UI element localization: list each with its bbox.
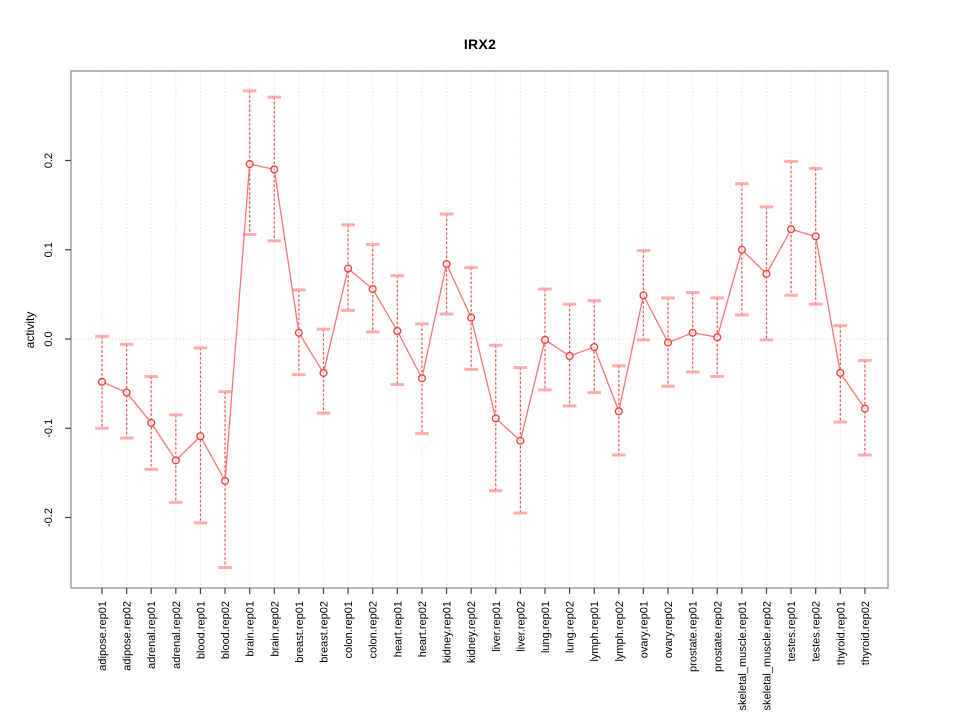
data-point — [270, 165, 279, 174]
x-tick-label: adipose.rep01 — [97, 601, 109, 671]
data-point — [368, 284, 377, 294]
x-tick-label: thyroid.rep01 — [835, 601, 847, 665]
data-point — [344, 264, 353, 273]
x-tick-label: lung.rep02 — [565, 601, 577, 653]
y-tick-label: 0.1 — [43, 242, 55, 257]
data-point — [221, 476, 230, 485]
y-tick-label: -0.2 — [43, 508, 55, 527]
x-tick-label: kidney.rep01 — [442, 601, 454, 663]
data-point — [688, 328, 697, 337]
x-tick-label: lymph.rep01 — [589, 601, 601, 662]
data-point — [294, 328, 303, 337]
data-point — [467, 313, 476, 322]
data-point — [417, 374, 426, 383]
x-tick-label: kidney.rep02 — [466, 601, 478, 663]
x-tick-label: liver.rep01 — [491, 601, 503, 652]
x-tick-label: skeletal_muscle.rep01 — [737, 601, 749, 710]
x-tick-label: breast.rep01 — [294, 601, 306, 663]
x-tick-label: lymph.rep02 — [614, 601, 626, 662]
x-tick-label: brain.rep02 — [269, 601, 281, 657]
x-tick-label: ovary.rep01 — [638, 601, 650, 658]
x-tick-label: blood.rep02 — [220, 601, 232, 659]
x-tick-label: brain.rep01 — [245, 601, 257, 657]
data-point — [590, 342, 599, 352]
data-point — [171, 456, 180, 465]
x-tick-label: heart.rep01 — [392, 601, 404, 657]
x-tick-label: ovary.rep02 — [663, 601, 675, 658]
data-point — [737, 245, 746, 254]
x-tick-label: colon.rep01 — [343, 601, 355, 659]
data-point — [762, 269, 771, 278]
x-tick-label: liver.rep02 — [515, 601, 527, 652]
plot-border — [70, 70, 889, 589]
data-point — [811, 232, 820, 241]
x-tick-label: blood.rep01 — [195, 601, 207, 659]
x-tick-label: prostate.rep02 — [712, 601, 724, 672]
series-line — [101, 163, 866, 484]
data-point — [713, 333, 722, 342]
data-point — [836, 368, 845, 377]
x-tick-label: skeletal_muscle.rep02 — [761, 601, 773, 710]
data-point — [319, 368, 328, 377]
data-point — [516, 436, 525, 445]
data-point — [147, 418, 156, 427]
data-point — [491, 414, 500, 423]
data-point — [614, 407, 623, 416]
data-point — [540, 335, 550, 344]
x-tick-label: testes.rep02 — [811, 601, 823, 662]
x-tick-label: adrenal.rep01 — [146, 601, 158, 669]
data-point — [196, 432, 205, 441]
y-tick-label: 0.0 — [43, 331, 55, 346]
data-point — [787, 225, 796, 234]
x-tick-label: lung.rep01 — [540, 601, 552, 653]
data-point — [860, 404, 869, 413]
x-tick-label: prostate.rep01 — [688, 601, 700, 672]
data-point — [245, 160, 254, 169]
x-tick-label: thyroid.rep02 — [860, 601, 872, 665]
y-tick-label: -0.1 — [43, 419, 55, 438]
data-point — [393, 326, 402, 336]
chart-title: IRX2 — [463, 36, 497, 52]
data-point — [97, 377, 107, 386]
x-tick-label: adrenal.rep02 — [171, 601, 183, 669]
data-point — [663, 338, 673, 347]
data-point — [639, 291, 648, 300]
data-point — [442, 259, 451, 269]
x-tick-label: heart.rep02 — [417, 601, 429, 657]
x-tick-label: breast.rep02 — [318, 601, 330, 663]
x-tick-label: colon.rep02 — [368, 601, 380, 659]
data-point — [565, 351, 574, 361]
x-tick-label: testes.rep01 — [786, 601, 798, 662]
x-tick-label: adipose.rep02 — [122, 601, 134, 671]
data-point — [122, 388, 131, 397]
y-tick-label: 0.2 — [43, 153, 55, 168]
